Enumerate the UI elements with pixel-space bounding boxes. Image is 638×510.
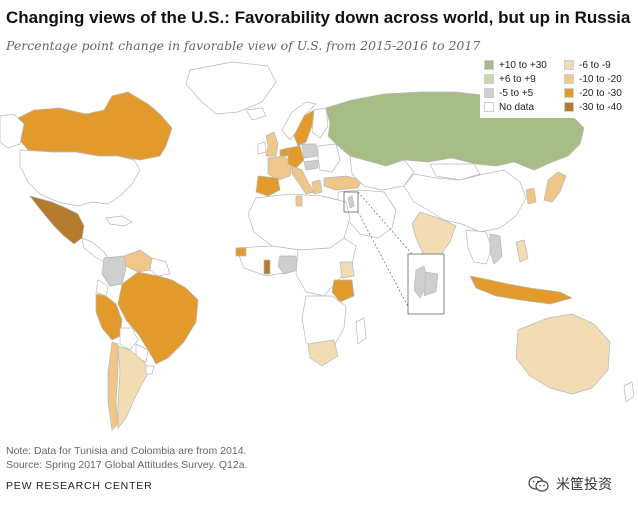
region-tanzania xyxy=(331,279,355,303)
region-netherlands xyxy=(279,147,289,157)
legend-swatch xyxy=(484,60,494,70)
legend-item: -5 to +5 xyxy=(484,86,547,100)
region-uruguay xyxy=(145,365,155,375)
region-greenland xyxy=(185,61,277,115)
legend-item: -6 to -9 xyxy=(564,58,622,72)
region-chile xyxy=(107,341,119,431)
legend-label: -10 to -20 xyxy=(579,73,622,85)
source-organization: PEW RESEARCH CENTER xyxy=(6,480,153,492)
region-korea xyxy=(525,187,537,205)
region-mexico xyxy=(29,195,85,245)
region-madagascar xyxy=(355,317,367,345)
legend-item: -20 to -30 xyxy=(564,86,622,100)
legend-swatch xyxy=(564,88,574,98)
legend-item: -30 to -40 xyxy=(564,100,622,114)
region-iceland xyxy=(245,107,267,121)
world-map-svg xyxy=(0,61,635,431)
region-alaska xyxy=(0,113,25,149)
legend-label: -20 to -30 xyxy=(579,87,622,99)
wechat-icon xyxy=(528,476,549,492)
region-usa xyxy=(19,149,141,207)
region-canada xyxy=(13,91,173,161)
wechat-brand: 米筐投资 xyxy=(556,477,612,493)
region-colombia xyxy=(101,255,127,287)
footer-source: Source: Spring 2017 Global Attitudes Sur… xyxy=(6,459,248,471)
footer-note: Note: Data for Tunisia and Colombia are … xyxy=(6,445,247,457)
region-vietnam xyxy=(489,233,503,265)
region-kenya xyxy=(339,261,355,279)
region-southeast-asia xyxy=(465,229,493,265)
region-philippines xyxy=(515,239,529,263)
region-eastern-europe xyxy=(317,143,341,173)
legend-label: +10 to +30 xyxy=(499,59,547,71)
legend-label: -5 to +5 xyxy=(499,87,534,99)
region-france xyxy=(267,155,293,181)
region-south-africa xyxy=(307,339,339,367)
legend-swatch xyxy=(564,102,574,112)
footer-notes: Note: Data for Tunisia and Colombia are … xyxy=(6,444,247,472)
region-guianas xyxy=(149,257,171,277)
legend-item: +10 to +30 xyxy=(484,58,547,72)
region-ghana xyxy=(263,259,271,275)
world-map xyxy=(0,52,638,446)
region-brazil xyxy=(117,271,199,365)
map-legend: +10 to +30 +6 to +9 -5 to +5 No data -6 … xyxy=(480,56,630,118)
region-italy xyxy=(291,165,315,195)
legend-swatch xyxy=(484,74,494,84)
region-greece xyxy=(311,179,323,195)
region-bolivia xyxy=(119,327,139,351)
inset-jordan xyxy=(423,271,439,297)
chart-title: Changing views of the U.S.: Favorability… xyxy=(6,8,631,27)
inset-connector-top xyxy=(357,191,413,255)
region-japan xyxy=(543,171,567,203)
region-caribbean xyxy=(105,215,133,227)
region-ecuador xyxy=(95,279,109,297)
wechat-watermark: 米筐投资 xyxy=(528,474,612,494)
region-venezuela xyxy=(123,249,153,273)
legend-swatch xyxy=(484,88,494,98)
inset-connector-bottom xyxy=(357,211,413,315)
legend-label: -30 to -40 xyxy=(579,101,622,113)
legend-label: No data xyxy=(499,101,535,113)
region-hungary xyxy=(303,159,319,171)
legend-swatch xyxy=(564,60,574,70)
chart-subtitle: Percentage point change in favorable vie… xyxy=(6,38,481,53)
region-poland xyxy=(301,143,319,159)
region-finland xyxy=(311,107,329,139)
region-australia xyxy=(515,313,611,395)
region-spain xyxy=(255,175,281,197)
legend-item: -10 to -20 xyxy=(564,72,622,86)
legend-swatch xyxy=(484,102,494,112)
region-norway xyxy=(281,101,317,141)
region-turkey xyxy=(323,175,363,191)
legend-label: -6 to -9 xyxy=(579,59,611,71)
region-peru xyxy=(95,293,123,341)
region-ireland xyxy=(257,141,267,155)
legend-item: No data xyxy=(484,100,547,114)
region-nigeria xyxy=(277,255,299,275)
legend-label: +6 to +9 xyxy=(499,73,536,85)
legend-column-positive: +10 to +30 +6 to +9 -5 to +5 No data xyxy=(484,58,547,114)
region-germany xyxy=(287,145,305,169)
region-indonesia xyxy=(469,275,573,305)
region-israel-jordan xyxy=(347,195,355,209)
region-new-zealand xyxy=(623,381,635,403)
region-senegal xyxy=(235,247,247,257)
legend-item: +6 to +9 xyxy=(484,72,547,86)
inset-source-box xyxy=(343,191,359,213)
region-argentina xyxy=(117,345,151,429)
legend-column-negative: -6 to -9 -10 to -20 -20 to -30 -30 to -4… xyxy=(564,58,622,114)
region-mongolia xyxy=(429,163,481,181)
legend-swatch xyxy=(564,74,574,84)
region-uk xyxy=(265,131,279,157)
region-tunisia xyxy=(295,195,303,207)
region-china xyxy=(403,169,527,233)
